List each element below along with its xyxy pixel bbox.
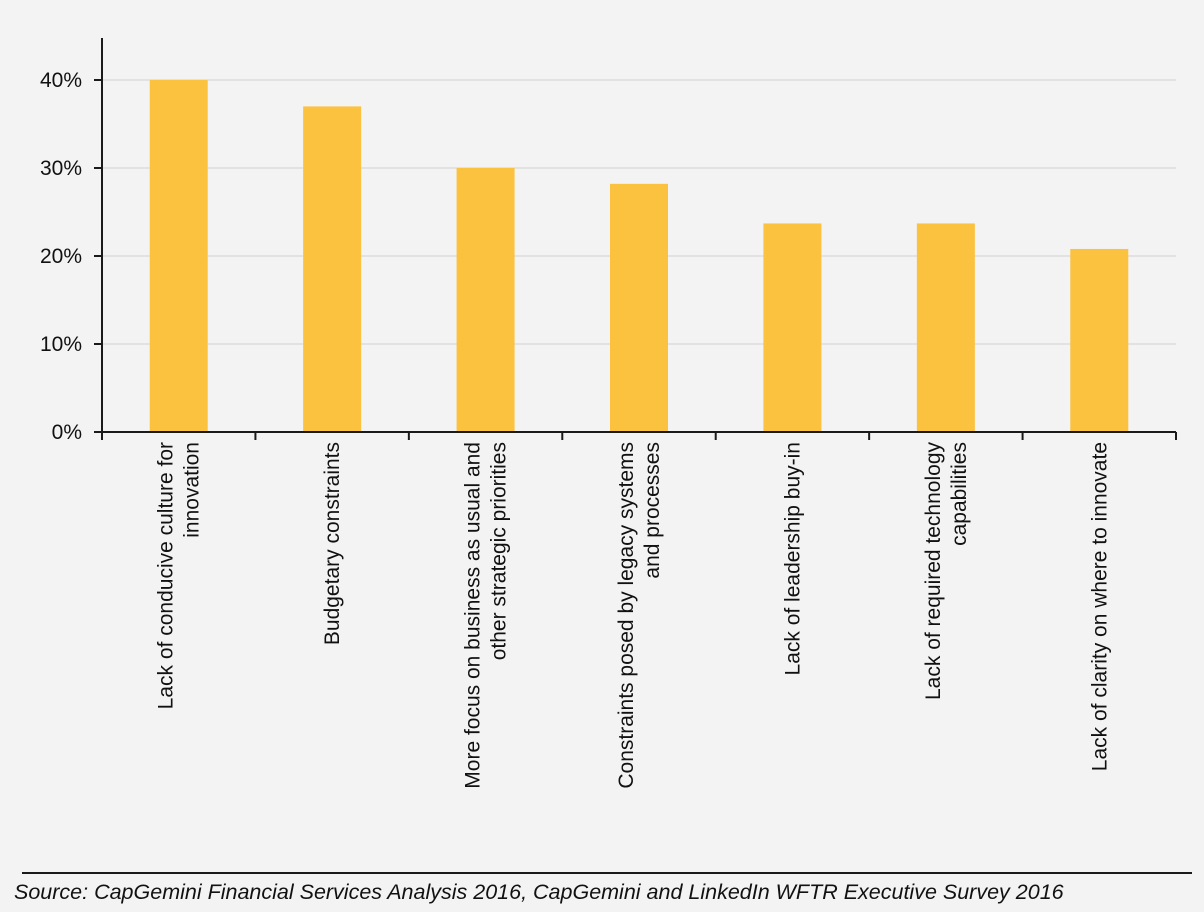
x-tick-label-line: Constraints posed by legacy systems (615, 442, 638, 789)
axes (94, 38, 1177, 440)
x-tick-label-line: More focus on business as usual and (462, 442, 485, 789)
y-tick-label: 30% (40, 157, 82, 180)
y-tick-labels: 0% 10% 20% 30% 40% (40, 69, 82, 444)
x-tick-label: Lack of conducive culture for innovation (155, 442, 204, 709)
bars (149, 80, 1129, 433)
x-tick-label: More focus on business as usual and other… (462, 442, 511, 789)
x-tick-labels: Lack of conducive culture for innovation B… (155, 442, 1112, 789)
y-tick-label: 20% (40, 245, 82, 268)
x-tick-label-line: Budgetary constraints (321, 442, 344, 645)
bar (1070, 248, 1129, 432)
source-note: Source: CapGemini Financial Services Ana… (14, 880, 1064, 904)
x-tick-label-line: Lack of conducive culture for (155, 442, 178, 709)
y-tick-label: 0% (52, 421, 82, 444)
x-tick-label-line: Lack of leadership buy-in (781, 442, 804, 675)
bar (610, 183, 668, 432)
x-tick-label: Budgetary constraints (321, 442, 344, 645)
bar (149, 80, 208, 432)
x-tick-label-line: Lack of required technology (922, 442, 945, 700)
y-tick-label: 10% (40, 333, 82, 356)
x-tick-label: Lack of clarity on where to innovate (1088, 442, 1111, 771)
x-tick-label-line: innovation (181, 442, 204, 538)
bar (303, 106, 362, 433)
bar (456, 168, 515, 432)
bar (916, 223, 975, 432)
x-tick-label: Lack of required technology capabilities (922, 442, 971, 700)
x-tick-label: Lack of leadership buy-in (781, 442, 804, 675)
x-tick-label-line: and processes (641, 442, 664, 579)
x-tick-label-line: capabilities (948, 442, 971, 546)
x-tick-label: Constraints posed by legacy systems and p… (615, 442, 664, 789)
x-tick-label-line: Lack of clarity on where to innovate (1088, 442, 1111, 771)
x-tick-label-line: other strategic priorities (488, 442, 511, 660)
y-tick-label: 40% (40, 69, 82, 92)
bar (763, 223, 822, 432)
